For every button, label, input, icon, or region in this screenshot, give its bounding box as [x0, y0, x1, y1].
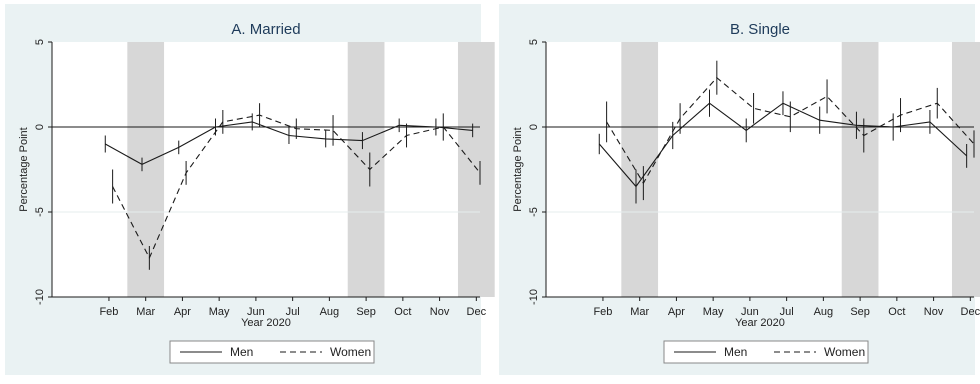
x-tick-label: Sep [356, 306, 376, 318]
y-tick-label: 5 [528, 39, 540, 45]
legend-box [169, 340, 375, 364]
x-tick-label: Oct [888, 306, 905, 318]
x-tick-label: Apr [668, 306, 685, 318]
shaded-band-dec [457, 42, 495, 297]
x-axis-label: Year 2020 [735, 317, 785, 329]
plot-area [52, 42, 480, 297]
plot-area [546, 42, 974, 297]
chart-title: A. Married [231, 21, 300, 38]
x-tick-label: Oct [394, 306, 411, 318]
y-tick-label: 5 [34, 39, 46, 45]
legend-box [663, 340, 869, 364]
chart-panel-married: 5 0 -5 -10 Feb Mar Apr May Jun Jul Aug Sep Oct Nov Dec… [5, 4, 495, 375]
x-tick-label: Nov [924, 306, 944, 318]
shaded-band-mar [621, 42, 659, 297]
y-tick-label: -5 [34, 207, 46, 217]
shaded-band-dec [951, 42, 980, 297]
legend-label-women: Women [824, 345, 865, 359]
x-axis-label: Year 2020 [241, 317, 291, 329]
x-tick-label: Aug [320, 306, 340, 318]
x-tick-label: Feb [99, 306, 118, 318]
x-tick-label: Jul [286, 306, 300, 318]
x-tick-label: Dec [961, 306, 980, 318]
shaded-band-sep [347, 42, 385, 297]
y-tick-label: 0 [528, 124, 540, 130]
y-tick-label: -5 [528, 207, 540, 217]
y-tick-label: -10 [528, 289, 540, 305]
x-tick-label: Dec [467, 306, 487, 318]
shaded-band-mar [127, 42, 165, 297]
x-tick-label: Jun [247, 306, 265, 318]
x-tick-label: Mar [630, 306, 649, 318]
x-tick-label: Apr [174, 306, 191, 318]
x-tick-label: Feb [593, 306, 612, 318]
y-tick-label: 0 [34, 124, 46, 130]
y-tick-label: -10 [34, 289, 46, 305]
x-tick-label: Mar [136, 306, 155, 318]
y-axis-label: Percentage Point [18, 127, 30, 211]
x-tick-label: Jun [741, 306, 759, 318]
y-axis-label: Percentage Point [512, 127, 524, 211]
x-tick-label: Sep [850, 306, 870, 318]
chart-panel-single: 5 0 -5 -10 Feb Mar Apr May Jun Jul Aug Sep Oct Nov Dec… [499, 4, 980, 375]
legend-label-men: Men [724, 345, 747, 359]
shaded-band-sep [841, 42, 879, 297]
x-tick-label: Aug [814, 306, 834, 318]
x-tick-label: Nov [430, 306, 450, 318]
chart-title: B. Single [730, 21, 790, 38]
x-tick-label: May [703, 306, 724, 318]
legend-label-women: Women [330, 345, 371, 359]
series-line-women [606, 76, 975, 185]
x-tick-label: May [209, 306, 230, 318]
x-tick-label: Jul [780, 306, 794, 318]
legend-label-men: Men [230, 345, 253, 359]
